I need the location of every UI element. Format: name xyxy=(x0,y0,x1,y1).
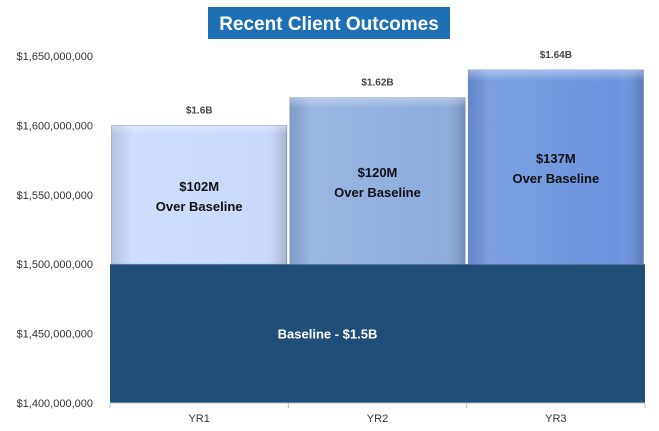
y-tick-label: $1,400,000,000 xyxy=(17,398,93,410)
bar-total-label: $1.64B xyxy=(540,50,572,61)
bars-layer: $102M Over Baseline $1.6B $120M Over Baselin… xyxy=(111,50,644,265)
chart-title-text: Recent Client Outcomes xyxy=(219,14,439,35)
baseline-block xyxy=(110,264,645,403)
bar-data-label: $120M xyxy=(358,165,398,180)
y-tick-label: $1,650,000,000 xyxy=(17,51,93,63)
bar-data-label: $137M xyxy=(536,151,576,166)
y-tick-label: $1,500,000,000 xyxy=(17,259,93,271)
x-tick-label: YR1 xyxy=(188,413,209,425)
y-tick-label: $1,450,000,000 xyxy=(17,329,93,341)
y-tick-label: $1,550,000,000 xyxy=(17,190,93,202)
bar-highlight xyxy=(289,97,466,265)
y-tick-label: $1,600,000,000 xyxy=(17,120,93,132)
x-axis: YR1 YR2 YR3 xyxy=(109,402,646,425)
bar-data-label: Over Baseline xyxy=(512,171,599,186)
baseline-layer: Baseline - $1.5B xyxy=(110,264,645,403)
bar-highlight xyxy=(111,125,287,265)
baseline-label: Baseline - $1.5B xyxy=(278,327,378,342)
chart-title-box xyxy=(208,7,450,39)
chart-title: Recent Client Outcomes xyxy=(208,7,450,39)
bar-total-label: $1.62B xyxy=(361,78,393,89)
bar-highlight xyxy=(468,69,644,265)
bar-data-label: Over Baseline xyxy=(334,185,421,200)
bar-total-label: $1.6B xyxy=(186,105,213,116)
x-tick-label: YR2 xyxy=(367,413,388,425)
bar-data-label: Over Baseline xyxy=(156,199,243,214)
x-tick-label: YR3 xyxy=(545,413,566,425)
y-axis: $1,400,000,000 $1,450,000,000 $1,500,000,0… xyxy=(17,51,93,410)
bar-data-label: $102M xyxy=(179,179,219,194)
